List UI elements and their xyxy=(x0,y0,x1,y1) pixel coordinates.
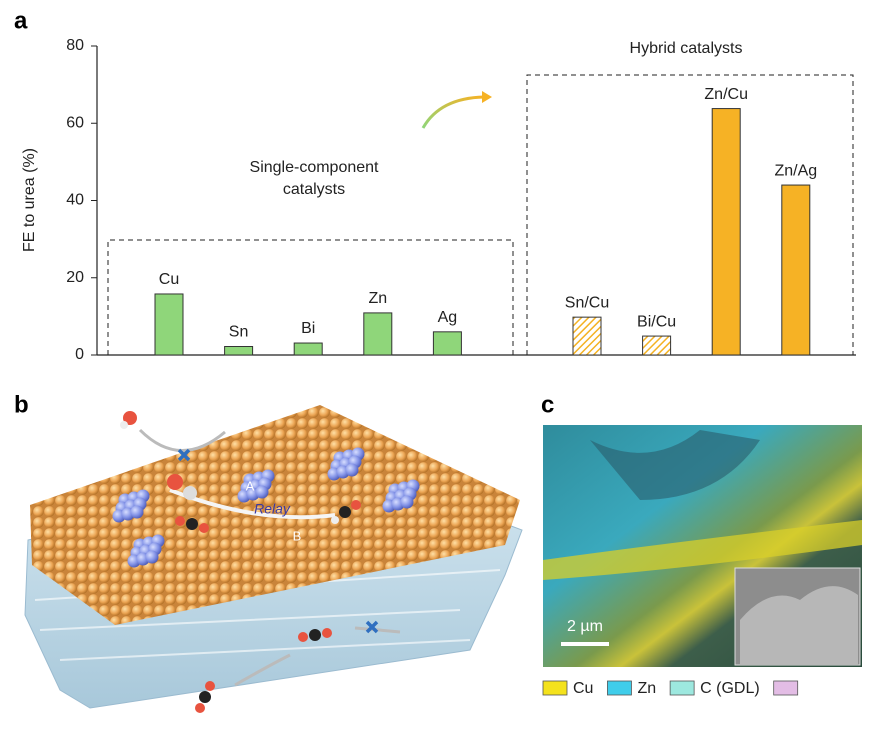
bar-label: Zn xyxy=(368,290,387,307)
zn-clusters xyxy=(112,447,420,568)
bar-label: Bi xyxy=(301,320,315,337)
legend-swatch xyxy=(542,680,568,696)
legend-label: C (GDL) xyxy=(700,680,760,697)
sem-texture xyxy=(740,586,858,665)
arrow-head xyxy=(482,91,492,103)
bar xyxy=(572,316,602,356)
legend-swatch xyxy=(669,680,695,696)
group-label: Hybrid catalysts xyxy=(630,40,743,57)
zn-atom xyxy=(145,550,159,564)
bar xyxy=(154,293,184,356)
bar xyxy=(432,331,462,356)
legend-swatch xyxy=(607,680,632,696)
panel-label: c xyxy=(541,391,554,418)
y-tick-label: 60 xyxy=(66,114,84,131)
dark-region xyxy=(590,430,760,500)
legend: Cu Zn C (GDL) xyxy=(542,680,799,697)
bar-label: Zn/Cu xyxy=(704,86,748,103)
zn-atom xyxy=(400,495,414,509)
cu-layer xyxy=(543,520,862,580)
zn-atom xyxy=(130,505,144,519)
legend-label: Cu xyxy=(573,680,593,697)
group-box xyxy=(107,239,514,355)
legend-label: Zn xyxy=(637,680,656,697)
bar xyxy=(781,184,811,356)
micrograph: 2 µm Cu Zn C (GDL) xyxy=(542,425,862,697)
y-tick-label: 0 xyxy=(75,346,84,363)
molecules xyxy=(120,411,361,713)
arrow xyxy=(421,95,485,129)
bar xyxy=(224,346,254,356)
group-box xyxy=(526,74,854,355)
group-label: catalysts xyxy=(283,181,345,198)
y-tick-label: 40 xyxy=(66,192,84,209)
panel-label: b xyxy=(14,391,29,418)
relay-label: Relay xyxy=(254,501,291,517)
panel-label: a xyxy=(14,7,28,34)
y-tick-label: 20 xyxy=(66,269,84,286)
bar-label: Sn xyxy=(229,324,249,341)
route-label: B xyxy=(293,528,302,543)
y-tick-label: 80 xyxy=(66,37,84,54)
y-axis-label: FE to urea (%) xyxy=(21,148,38,252)
scale-bar-label: 2 µm xyxy=(567,618,603,635)
bar-chart: FE to urea (%) Single-component catalyst… xyxy=(21,37,856,363)
bar-label: Zn/Ag xyxy=(774,162,817,179)
bar-label: Sn/Cu xyxy=(565,294,609,311)
group-label: Single-component xyxy=(250,159,380,176)
illustration: A Relay B xyxy=(24,405,523,713)
route-label: A xyxy=(246,478,255,493)
bar-label: Cu xyxy=(159,271,179,288)
bar-label: Bi/Cu xyxy=(637,313,676,330)
zn-atom xyxy=(255,485,269,499)
bar-label: Ag xyxy=(438,309,458,326)
arrow xyxy=(234,626,401,687)
legend-swatch xyxy=(773,680,799,696)
block-mark xyxy=(177,448,379,634)
bar xyxy=(363,312,393,356)
bar xyxy=(642,335,672,356)
zn-atom xyxy=(345,463,359,477)
bar xyxy=(711,108,741,356)
bar xyxy=(293,342,323,356)
